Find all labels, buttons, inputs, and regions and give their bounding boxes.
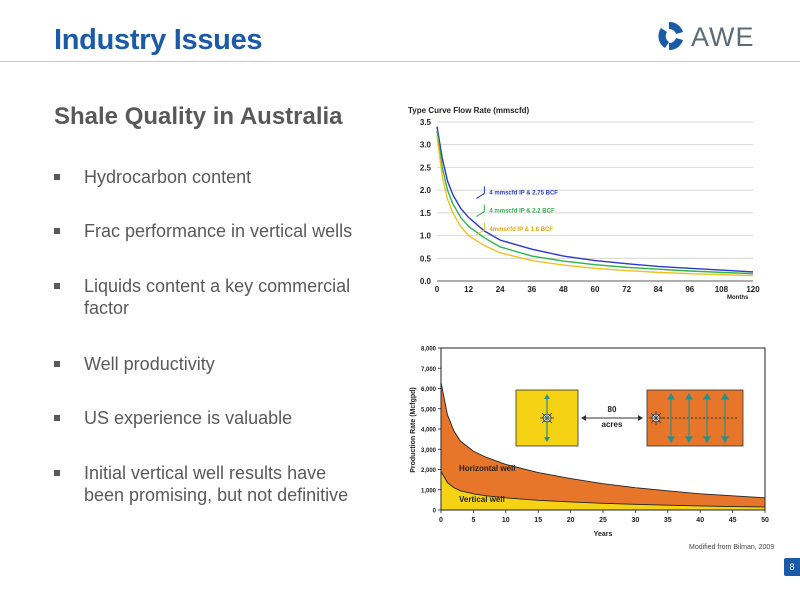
y-tick-label: 1.5 (420, 209, 432, 218)
y-tick-label: 4,000 (421, 428, 437, 434)
y-tick-label: 3,000 (421, 448, 437, 454)
y-axis-label: Production Rate (Mcfgpd) (410, 387, 417, 473)
bullet-text: Initial vertical well results have been … (84, 462, 394, 506)
callout-marker (476, 204, 485, 218)
y-tick-label: 7,000 (421, 367, 437, 373)
type-curve-chart: Type Curve Flow Rate (mmscfd) 0.0 0.5 1.0 1… (408, 106, 760, 301)
y-tick-label: 3.0 (420, 141, 432, 150)
x-tick-label: 108 (715, 285, 729, 294)
bullet-square-icon (54, 174, 60, 180)
x-axis-label: Months (727, 295, 749, 301)
awe-logo-icon (658, 21, 683, 51)
slide-subtitle: Shale Quality in Australia (54, 103, 343, 130)
x-tick-label: 25 (599, 517, 607, 524)
production-rate-chart: 0 1,000 2,000 3,000 4,000 5,000 6,000 7,000 8,00… (410, 347, 769, 539)
series-label: 4mmscfd IP & 1.8 BCF (489, 227, 553, 233)
series-label: 4 mmscfd IP & 2.2 BCF (489, 209, 555, 215)
y-tick-label: 0 (433, 509, 437, 515)
bullet-square-icon (54, 283, 60, 289)
x-tick-label: 96 (685, 285, 694, 294)
chart-title: Type Curve Flow Rate (mmscfd) (408, 106, 530, 115)
bullet-square-icon (54, 415, 60, 421)
bullet-square-icon (54, 470, 60, 476)
slide-title: Industry Issues (54, 24, 263, 56)
x-tick-label: 36 (527, 285, 536, 294)
x-tick-label: 72 (622, 285, 631, 294)
wellbore-star-icon (649, 411, 663, 425)
horizontal-well-area (440, 382, 766, 511)
x-tick-label: 12 (464, 285, 473, 294)
callout-marker (476, 222, 485, 236)
x-tick-label: 60 (591, 285, 600, 294)
title-divider (0, 61, 800, 62)
bullet-text: US experience is valuable (84, 408, 293, 428)
bullet-text: Frac performance in vertical wells (84, 221, 353, 241)
y-tick-label: 3.5 (420, 118, 432, 127)
page-number: 8 (784, 558, 800, 576)
x-tick-label: 50 (761, 517, 769, 524)
bullet-text: Hydrocarbon content (84, 167, 252, 187)
x-tick-label: 30 (632, 517, 640, 524)
x-tick-label: 48 (559, 285, 568, 294)
x-tick-label: 45 (729, 517, 737, 524)
x-tick-label: 10 (502, 517, 510, 524)
y-tick-label: 2.0 (420, 186, 432, 195)
vertical-well-area (440, 469, 766, 511)
y-tick-label: 6,000 (421, 387, 437, 393)
x-tick-label: 35 (664, 517, 672, 524)
series-line (436, 135, 754, 277)
bullet-text-line: been promising, but not definitive (84, 485, 349, 505)
logo-wordmark: AWE (691, 22, 755, 52)
x-tick-label: 40 (696, 517, 704, 524)
y-tick-label: 1,000 (421, 488, 437, 494)
bullet-square-icon (54, 228, 60, 234)
y-tick-label: 1.0 (420, 232, 432, 241)
bullet-text-line: Initial vertical well results have (84, 463, 327, 483)
series-label-horizontal: Horizontal well (459, 464, 515, 473)
y-tick-label: 0.5 (420, 254, 432, 263)
spacing-unit: acres (602, 420, 623, 429)
x-tick-label: 20 (567, 517, 575, 524)
horizontal-well-diagram (646, 389, 744, 447)
x-tick-label: 0 (439, 517, 443, 524)
y-tick-label: 0.0 (420, 277, 432, 286)
series-line (436, 130, 754, 275)
bullet-text: Well productivity (84, 354, 215, 374)
y-tick-label: 2,000 (421, 468, 437, 474)
spacing-value: 80 (608, 405, 617, 414)
series-label-vertical: Vertical well (459, 495, 505, 504)
x-tick-label: 0 (435, 285, 440, 294)
bullet-text-line: factor (84, 298, 130, 318)
y-tick-label: 2.5 (420, 163, 432, 172)
x-tick-label: 84 (654, 285, 663, 294)
vertical-well-diagram (515, 389, 579, 447)
x-tick-label: 5 (471, 517, 475, 524)
x-axis-label: Years (594, 531, 613, 538)
x-tick-label: 24 (496, 285, 505, 294)
spacing-arrow: 80 acres (581, 405, 643, 429)
series-label: 4 mmscfd IP & 2.75 BCF (489, 190, 558, 196)
x-tick-label: 15 (534, 517, 542, 524)
series-line (436, 126, 754, 273)
callout-marker (476, 186, 485, 199)
y-tick-label: 5,000 (421, 407, 437, 413)
bullet-text-line: Liquids content a key commercial (84, 276, 351, 296)
source-credit: Modified from Bilman, 2009 (689, 544, 775, 551)
x-tick-label: 120 (746, 285, 760, 294)
bullet-text: Liquids content a key commercial factor (84, 275, 394, 319)
bullet-square-icon (54, 361, 60, 367)
y-tick-label: 8,000 (421, 347, 437, 353)
